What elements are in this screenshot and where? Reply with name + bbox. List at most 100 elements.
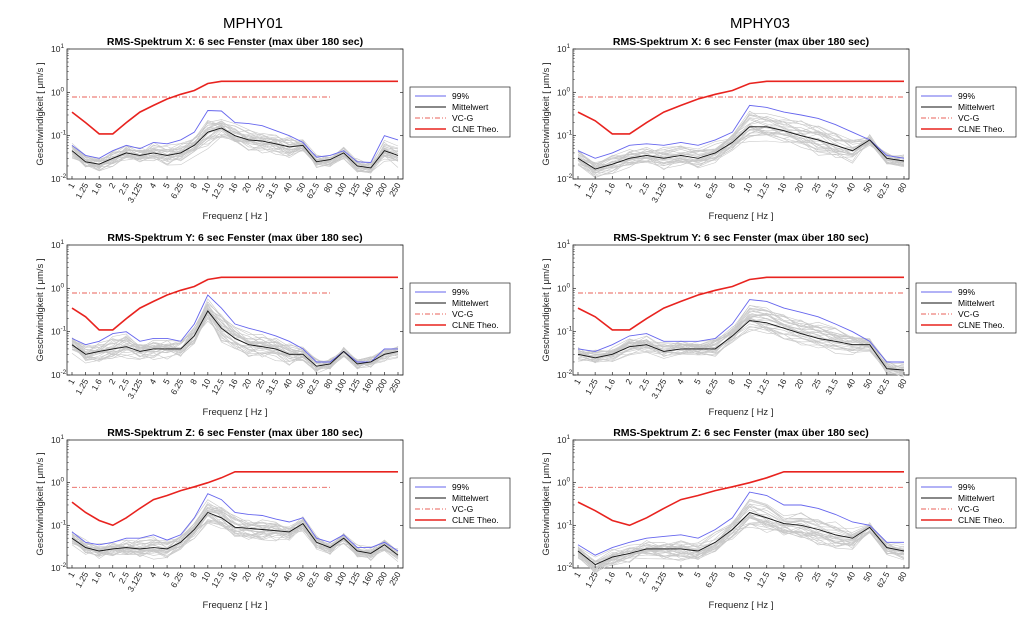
x-tick-label: 6.25 bbox=[703, 570, 720, 590]
background-trace bbox=[577, 503, 905, 568]
legend-label: VC-G bbox=[452, 113, 473, 123]
y-tick-label: 10-1 bbox=[51, 130, 67, 141]
x-tick-label: 10 bbox=[199, 181, 213, 194]
x-tick-label: 12.5 bbox=[755, 570, 772, 590]
y-tick-label: 10-2 bbox=[51, 173, 67, 184]
background-trace bbox=[71, 502, 399, 559]
x-tick-label: 40 bbox=[281, 377, 295, 390]
x-tick-label: 8 bbox=[188, 377, 199, 386]
x-tick-label: 1.6 bbox=[602, 570, 617, 585]
x-tick-label: 3.125 bbox=[125, 377, 144, 401]
background-trace bbox=[577, 522, 905, 566]
y-tick-label: 10-1 bbox=[557, 130, 573, 141]
background-trace bbox=[577, 500, 905, 562]
x-axis-label: Frequenz [ Hz ] bbox=[203, 600, 268, 611]
chart-title: RMS-Spektrum X: 6 sec Fenster (max über … bbox=[107, 36, 363, 48]
x-tick-label: 20 bbox=[792, 377, 806, 390]
x-tick-label: 25 bbox=[810, 377, 824, 390]
x-tick-label: 25 bbox=[810, 570, 824, 583]
series-line-mittelwert bbox=[71, 310, 399, 367]
x-tick-label: 1.25 bbox=[583, 181, 600, 201]
x-tick-label: 100 bbox=[333, 181, 349, 199]
legend-label: 99% bbox=[958, 482, 975, 492]
x-tick-label: 80 bbox=[321, 181, 335, 194]
x-tick-label: 5 bbox=[161, 181, 172, 190]
x-tick-label: 31.5 bbox=[823, 377, 840, 397]
x-tick-label: 8 bbox=[726, 181, 737, 190]
x-tick-label: 6.25 bbox=[168, 377, 185, 397]
background-trace bbox=[577, 127, 905, 172]
x-tick-label: 31.5 bbox=[823, 181, 840, 201]
background-trace bbox=[71, 503, 399, 560]
legend-label: 99% bbox=[452, 91, 469, 101]
series-line-99 bbox=[71, 493, 399, 552]
legend-label: Mittelwert bbox=[452, 298, 489, 308]
x-tick-label: 62.5 bbox=[304, 181, 321, 201]
x-tick-label: 3.125 bbox=[125, 181, 144, 205]
x-tick-label: 2 bbox=[623, 181, 634, 190]
y-tick-label: 101 bbox=[557, 43, 570, 54]
background-trace bbox=[577, 517, 905, 573]
x-tick-label: 16 bbox=[775, 181, 789, 194]
series-line-mittelwert bbox=[577, 126, 905, 170]
x-tick-label: 62.5 bbox=[875, 377, 892, 397]
y-axis-label: Geschwindigkeit [ μm/s ] bbox=[35, 452, 46, 555]
legend-label: VC-G bbox=[958, 309, 979, 319]
legend-label: CLNE Theo. bbox=[958, 515, 1005, 525]
x-tick-label: 1 bbox=[66, 377, 77, 386]
y-tick-label: 101 bbox=[51, 43, 64, 54]
series-line-mittelwert bbox=[577, 511, 905, 566]
background-trace bbox=[577, 312, 905, 374]
x-tick-label: 80 bbox=[895, 570, 909, 583]
background-trace bbox=[577, 115, 905, 166]
legend-label: CLNE Theo. bbox=[958, 124, 1005, 134]
x-tick-label: 10 bbox=[741, 377, 755, 390]
x-tick-label: 50 bbox=[861, 181, 875, 194]
x-tick-label: 25 bbox=[254, 570, 268, 583]
x-tick-label: 3.125 bbox=[649, 570, 668, 594]
x-tick-label: 25 bbox=[254, 377, 268, 390]
series-line-99 bbox=[577, 299, 904, 363]
x-tick-label: 12.5 bbox=[755, 377, 772, 397]
x-tick-label: 4 bbox=[147, 181, 158, 190]
x-tick-label: 5 bbox=[692, 181, 703, 190]
x-tick-label: 50 bbox=[294, 570, 308, 583]
y-axis-label: Geschwindigkeit [ μm/s ] bbox=[35, 258, 46, 361]
y-tick-label: 100 bbox=[51, 282, 64, 293]
x-tick-label: 12.5 bbox=[755, 181, 772, 201]
x-tick-label: 160 bbox=[360, 570, 376, 588]
x-tick-label: 16 bbox=[775, 570, 789, 583]
background-trace bbox=[577, 313, 905, 368]
background-trace bbox=[71, 125, 399, 171]
series-line-clne bbox=[577, 80, 904, 135]
x-tick-label: 40 bbox=[844, 377, 858, 390]
y-tick-label: 101 bbox=[51, 239, 64, 250]
x-tick-label: 1.6 bbox=[89, 181, 104, 196]
background-trace bbox=[577, 139, 905, 175]
background-trace bbox=[577, 132, 905, 176]
x-tick-label: 10 bbox=[199, 570, 213, 583]
x-axis-label: Frequenz [ Hz ] bbox=[709, 211, 774, 222]
background-trace bbox=[577, 308, 905, 363]
chart-title: RMS-Spektrum X: 6 sec Fenster (max über … bbox=[613, 36, 869, 48]
background-trace bbox=[577, 526, 905, 575]
x-tick-label: 6.25 bbox=[168, 181, 185, 201]
x-tick-label: 160 bbox=[360, 181, 376, 199]
x-tick-label: 40 bbox=[844, 181, 858, 194]
x-tick-label: 3.125 bbox=[125, 570, 144, 594]
y-tick-label: 101 bbox=[557, 434, 570, 445]
x-axis-label: Frequenz [ Hz ] bbox=[203, 407, 268, 418]
background-trace bbox=[71, 506, 399, 553]
x-tick-label: 40 bbox=[281, 570, 295, 583]
x-tick-label: 80 bbox=[321, 570, 335, 583]
x-axis-label: Frequenz [ Hz ] bbox=[203, 211, 268, 222]
x-tick-label: 1 bbox=[66, 570, 77, 579]
y-tick-label: 100 bbox=[557, 477, 570, 488]
x-tick-label: 5 bbox=[161, 377, 172, 386]
x-tick-label: 2 bbox=[106, 377, 117, 386]
x-tick-label: 20 bbox=[240, 377, 254, 390]
